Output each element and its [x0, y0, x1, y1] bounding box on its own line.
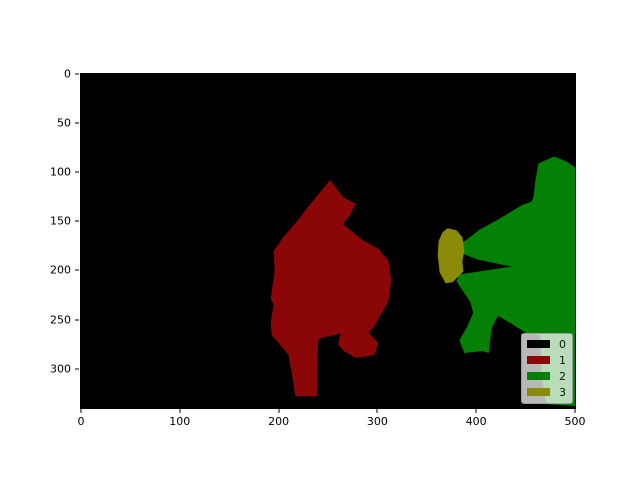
legend-entry-label: 1 [559, 353, 566, 367]
x-tick-label-100: 100 [169, 415, 191, 428]
legend-entry-label: 3 [559, 385, 566, 399]
x-tick-mark-400 [475, 409, 477, 413]
x-tick-label-200: 200 [268, 415, 290, 428]
y-tick-label-150: 150 [50, 214, 71, 228]
y-tick-mark-150 [75, 220, 79, 222]
y-tick-label-200: 200 [50, 263, 71, 277]
y-tick-mark-300 [75, 368, 79, 370]
x-tick-label-300: 300 [366, 415, 388, 428]
segmentation-mask-svg [81, 74, 575, 408]
segment-region-class-1 [270, 180, 392, 397]
x-tick-mark-500 [574, 409, 576, 413]
axes-plot-area: 0 1 2 3 0 100 200 300 400 500 0 50 100 150 200 250 300 [50, 69, 586, 428]
x-tick-mark-300 [376, 409, 378, 413]
y-tick-mark-0 [75, 73, 79, 75]
legend-entry-1: 1 [527, 354, 566, 366]
y-tick-label-300: 300 [50, 362, 71, 376]
legend-swatch-icon [527, 340, 550, 348]
legend-entry-2: 2 [527, 370, 566, 382]
legend-swatch-icon [527, 372, 550, 380]
y-tick-mark-100 [75, 171, 79, 173]
x-tick-label-400: 400 [465, 415, 487, 428]
y-tick-label-50: 50 [57, 116, 71, 130]
x-tick-mark-0 [80, 409, 82, 413]
y-tick-label-250: 250 [50, 313, 71, 327]
y-tick-label-100: 100 [50, 165, 71, 179]
x-tick-mark-100 [179, 409, 181, 413]
y-tick-mark-250 [75, 319, 79, 321]
legend-entry-3: 3 [527, 386, 566, 398]
y-tick-mark-50 [75, 122, 79, 124]
legend: 0 1 2 3 [521, 333, 573, 404]
x-tick-mark-200 [278, 409, 280, 413]
x-tick-label-0: 0 [77, 415, 85, 428]
legend-swatch-icon [527, 356, 550, 364]
y-tick-label-0: 0 [64, 67, 71, 81]
legend-entry-0: 0 [527, 338, 566, 350]
x-tick-label-500: 500 [564, 415, 586, 428]
legend-entry-label: 2 [559, 369, 566, 383]
segment-region-class-3 [437, 228, 465, 284]
legend-swatch-icon [527, 388, 550, 396]
y-tick-mark-200 [75, 269, 79, 271]
legend-entry-label: 0 [559, 337, 566, 351]
